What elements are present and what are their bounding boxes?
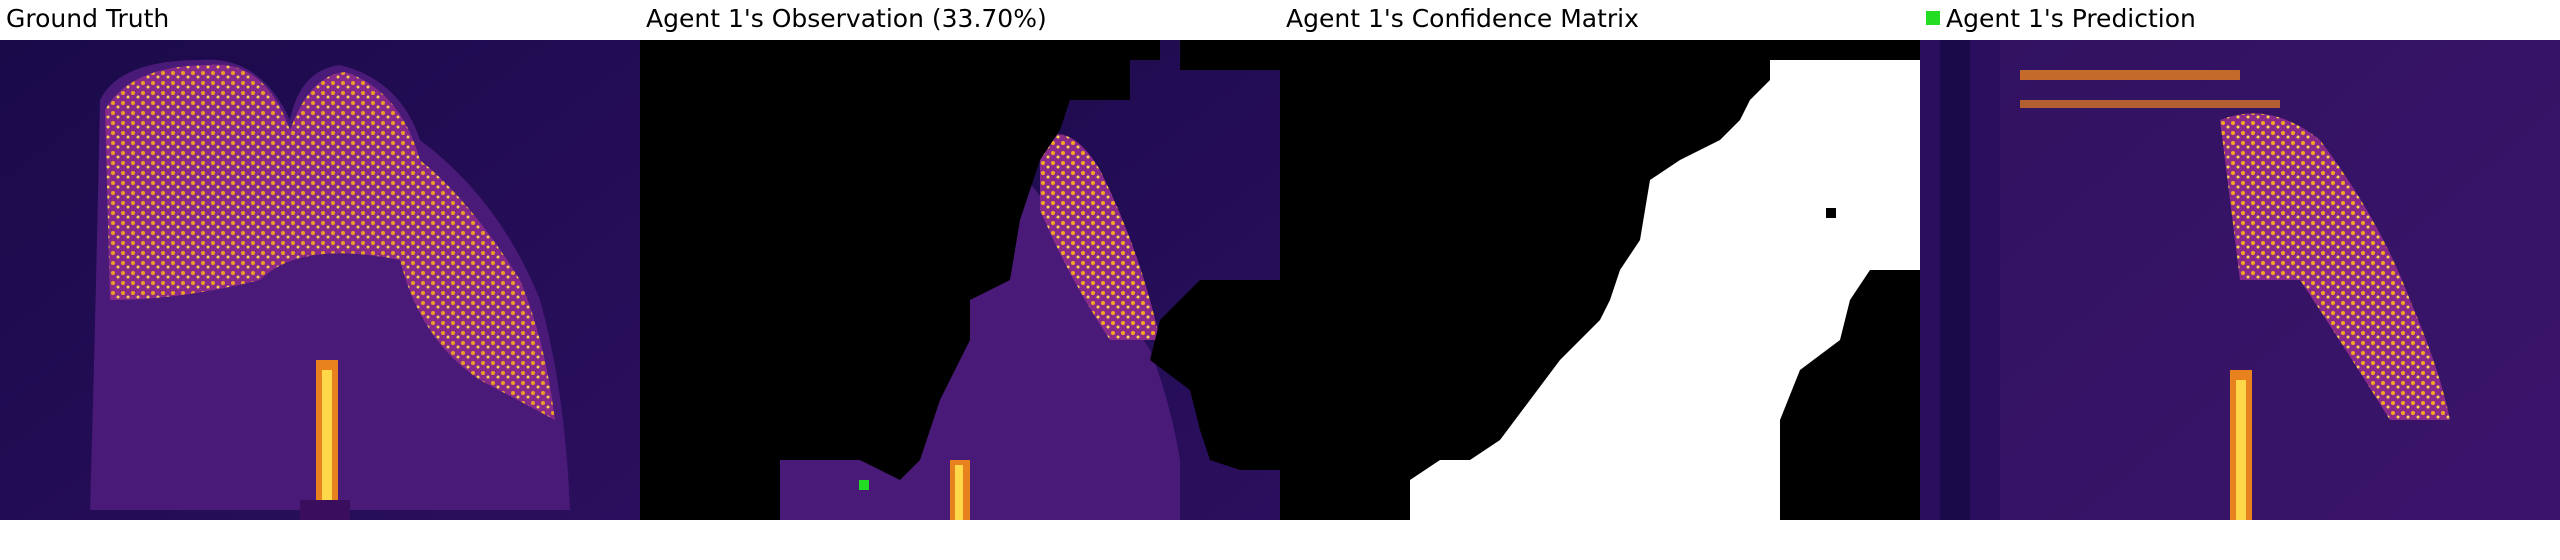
confidence-image [1280,40,1920,520]
confidence-matrix [1280,40,1920,520]
panel-observation: Agent 1's Observation (33.70%) [640,0,1280,560]
panel-prediction: Agent 1's Prediction [1920,0,2560,560]
panel-ground-truth: Ground Truth [0,0,640,560]
prediction-image [1920,40,2560,520]
panel-title: Agent 1's Prediction [1926,4,2196,34]
observation-heatmap [640,40,1280,520]
ground-truth-image [0,40,640,520]
panel-title: Agent 1's Confidence Matrix [1286,4,1639,33]
panel-title: Agent 1's Observation (33.70%) [646,4,1047,33]
green-square-icon [1926,11,1940,25]
observation-image [640,40,1280,520]
panel-title-text: Agent 1's Prediction [1946,4,2196,33]
ground-truth-heatmap [0,40,640,520]
panel-confidence: Agent 1's Confidence Matrix [1280,0,1920,560]
agent-marker [859,480,869,490]
panel-title: Ground Truth [6,4,170,33]
prediction-heatmap [1920,40,2560,520]
